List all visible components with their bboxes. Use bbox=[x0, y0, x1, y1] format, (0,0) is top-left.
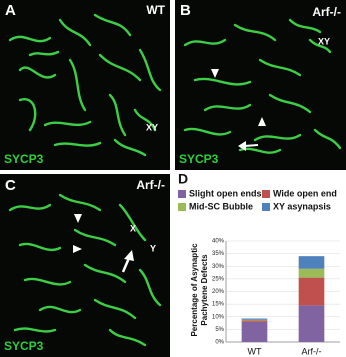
arrowhead bbox=[258, 117, 266, 126]
genotype: Arf-/- bbox=[312, 5, 341, 19]
arrowhead bbox=[73, 245, 82, 253]
arrow bbox=[238, 141, 259, 151]
y-tick-label: 15% bbox=[212, 302, 225, 308]
arrowhead bbox=[211, 69, 219, 78]
y-axis-label: Percentage of AsynapticPachytene Defects bbox=[190, 243, 209, 337]
chromosomes bbox=[8, 13, 162, 157]
arrow bbox=[121, 250, 134, 273]
bar-segment bbox=[298, 268, 325, 278]
stain-label: SYCP3 bbox=[179, 152, 219, 166]
legend-label: XY asynapsis bbox=[273, 201, 331, 211]
y-tick-label: 25% bbox=[212, 276, 225, 282]
panel-b: B Arf-/- XY SYCP3 bbox=[175, 0, 346, 170]
legend-label: Wide open end bbox=[273, 188, 337, 198]
annotation: X bbox=[130, 223, 136, 233]
bar-segment bbox=[241, 321, 268, 342]
y-tick-label: 10% bbox=[212, 314, 225, 320]
x-tick-label: WT bbox=[248, 346, 262, 356]
panel-label: B bbox=[180, 2, 191, 19]
bar-segment bbox=[241, 318, 268, 320]
bar-segment bbox=[298, 277, 325, 306]
legend-swatch bbox=[178, 190, 186, 198]
legend-swatch bbox=[262, 190, 270, 198]
legend-label: Mid-SC Bubble bbox=[189, 201, 253, 211]
y-axis-label-line: Pachytene Defects bbox=[200, 254, 209, 326]
annotation: XY bbox=[146, 122, 158, 132]
bar-segment bbox=[241, 320, 268, 322]
legend-swatch bbox=[262, 203, 270, 211]
y-tick-label: 5% bbox=[215, 327, 224, 333]
panel-a: A WT XY SYCP3 bbox=[0, 0, 170, 170]
genotype: Arf-/- bbox=[136, 178, 165, 192]
arrowhead bbox=[74, 214, 82, 223]
bar-segment bbox=[298, 256, 325, 269]
bar-segment bbox=[241, 319, 268, 321]
legend-swatch bbox=[178, 203, 186, 211]
x-tick-label: Arf-/- bbox=[302, 346, 322, 356]
micrograph bbox=[175, 0, 346, 170]
panel-label: D bbox=[178, 171, 188, 187]
bar-segment bbox=[298, 305, 325, 342]
annotation: XY bbox=[318, 36, 330, 46]
y-tick-label: 20% bbox=[212, 289, 225, 295]
y-tick-label: 40% bbox=[212, 239, 225, 245]
legend-label: Slight open ends bbox=[189, 188, 262, 198]
panel-c: C Arf-/- X Y SYCP3 bbox=[0, 174, 170, 357]
panel-label: C bbox=[5, 177, 16, 194]
chromosomes bbox=[8, 193, 162, 347]
chromosomes bbox=[183, 18, 342, 154]
stain-label: SYCP3 bbox=[4, 152, 44, 166]
micrograph bbox=[0, 0, 170, 170]
stain-label: SYCP3 bbox=[4, 339, 44, 353]
y-tick-label: 30% bbox=[212, 264, 225, 270]
y-tick-label: 0% bbox=[215, 340, 224, 346]
y-tick-label: 35% bbox=[212, 251, 225, 257]
annotation: Y bbox=[150, 243, 156, 253]
panel-label: A bbox=[5, 2, 16, 19]
y-axis-label-line: Percentage of Asynaptic bbox=[190, 243, 199, 337]
genotype: WT bbox=[146, 3, 165, 17]
